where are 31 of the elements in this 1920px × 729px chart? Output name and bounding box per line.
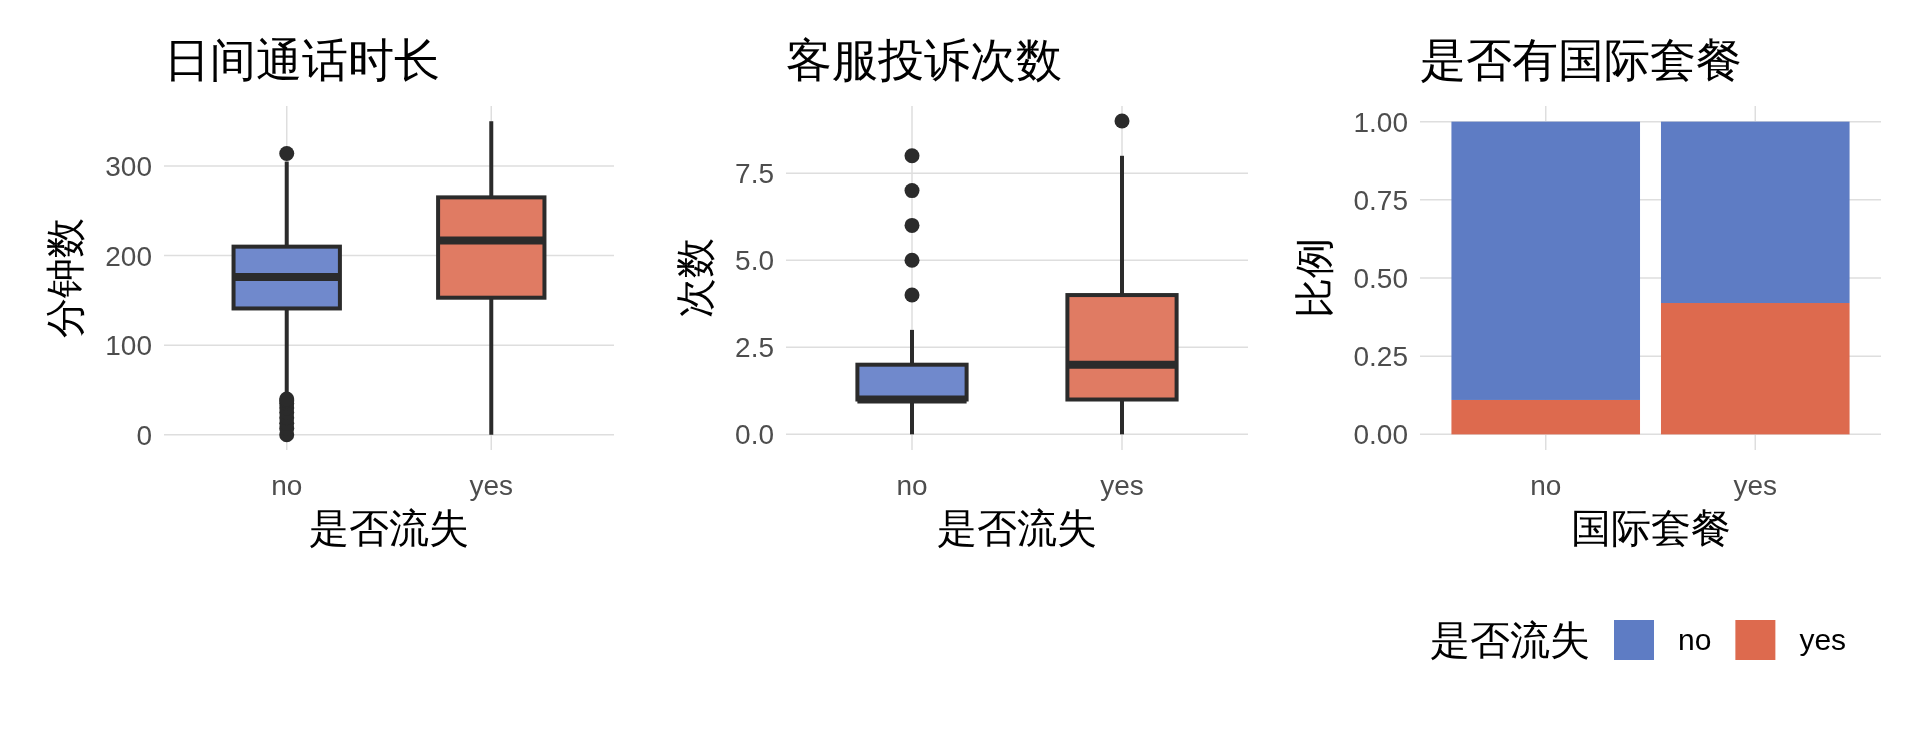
y-tick-label: 0.00 [1353, 419, 1408, 451]
y-axis-title: 次数 [673, 238, 718, 318]
legend-label: no [1678, 623, 1712, 656]
y-tick-label: 5.0 [735, 245, 774, 277]
y-tick-label: 200 [105, 240, 152, 272]
x-axis-title: 国际套餐 [1570, 506, 1731, 550]
x-tick-label: no [271, 470, 303, 501]
x-tick-label: no [1530, 470, 1562, 501]
chart-title: 是否有国际套餐 [1420, 34, 1742, 86]
y-tick-label: 0.75 [1353, 184, 1408, 216]
x-tick-label: yes [469, 470, 514, 501]
y-tick-label: 0.25 [1353, 341, 1408, 373]
chart-title: 客服投诉次数 [786, 34, 1062, 86]
x-tick-label: no [896, 470, 928, 501]
x-axis-title: 是否流失 [937, 506, 1097, 550]
x-tick-label: yes [1733, 470, 1778, 501]
y-tick-label: 2.5 [735, 332, 774, 364]
y-tick-label: 0 [136, 419, 152, 451]
x-tick-label: yes [1100, 470, 1144, 501]
y-axis-title: 分钟数 [43, 218, 88, 338]
legend-label: yes [1799, 623, 1847, 656]
x-axis-title: 是否流失 [309, 506, 469, 550]
y-axis-title: 比例 [1291, 238, 1336, 318]
y-tick-label: 1.00 [1353, 106, 1408, 138]
legend-title: 是否流失 [1430, 618, 1590, 662]
y-tick-label: 0.0 [735, 419, 774, 451]
y-tick-label: 100 [105, 330, 152, 362]
chart-title: 日间通话时长 [164, 34, 440, 86]
y-tick-label: 300 [105, 151, 152, 183]
y-tick-label: 7.5 [735, 158, 774, 190]
y-tick-label: 0.50 [1353, 263, 1408, 294]
